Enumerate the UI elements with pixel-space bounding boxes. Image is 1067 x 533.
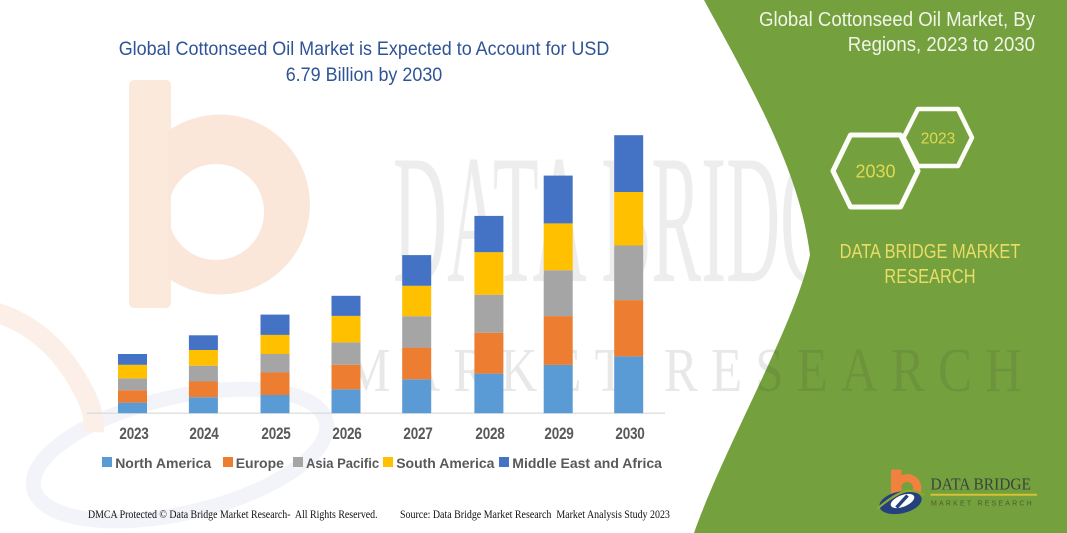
svg-text:DATA BRIDGE: DATA BRIDGE [931, 475, 1032, 494]
svg-text:MARKET RESEARCH: MARKET RESEARCH [345, 337, 1035, 405]
svg-text:2030: 2030 [855, 162, 895, 182]
svg-text:2023: 2023 [921, 131, 955, 148]
svg-text:MARKET RESEARCH: MARKET RESEARCH [931, 501, 1034, 508]
